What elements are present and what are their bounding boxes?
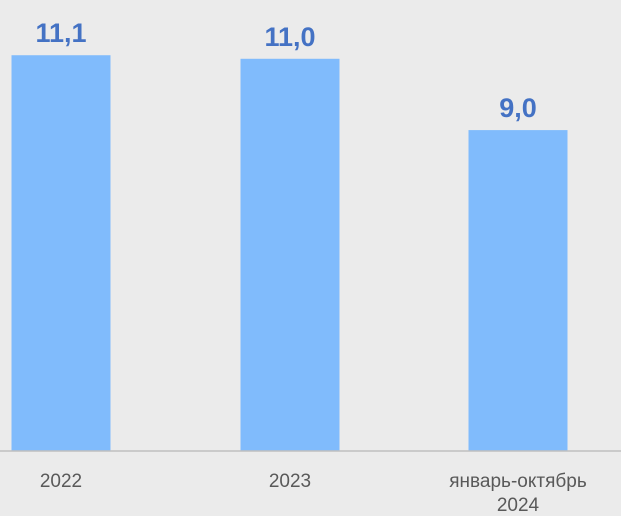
x-tick-label-0: 2022 bbox=[40, 471, 82, 492]
data-label-2: 9,0 bbox=[499, 93, 537, 123]
x-tick-label-2-line-1: 2024 bbox=[497, 495, 540, 516]
x-tick-label-1-line-0: 2023 bbox=[269, 471, 311, 492]
bars-layer bbox=[11, 55, 568, 451]
x-tick-label-0-line-0: 2022 bbox=[40, 471, 82, 492]
bar-2 bbox=[468, 130, 568, 451]
data-labels-layer: 11,1 11,0 9,0 bbox=[35, 18, 536, 123]
bar-0 bbox=[11, 55, 111, 451]
x-tick-label-2-line-0: январь-октябрь bbox=[449, 471, 587, 492]
data-label-0: 11,1 bbox=[35, 18, 86, 48]
x-tick-label-2: январь-октябрь 2024 bbox=[449, 471, 587, 516]
x-tick-label-1: 2023 bbox=[269, 471, 311, 492]
data-label-1: 11,0 bbox=[264, 22, 315, 52]
bar-1 bbox=[240, 58, 340, 451]
x-tick-labels-layer: 2022 2023 январь-октябрь 2024 bbox=[40, 471, 587, 516]
